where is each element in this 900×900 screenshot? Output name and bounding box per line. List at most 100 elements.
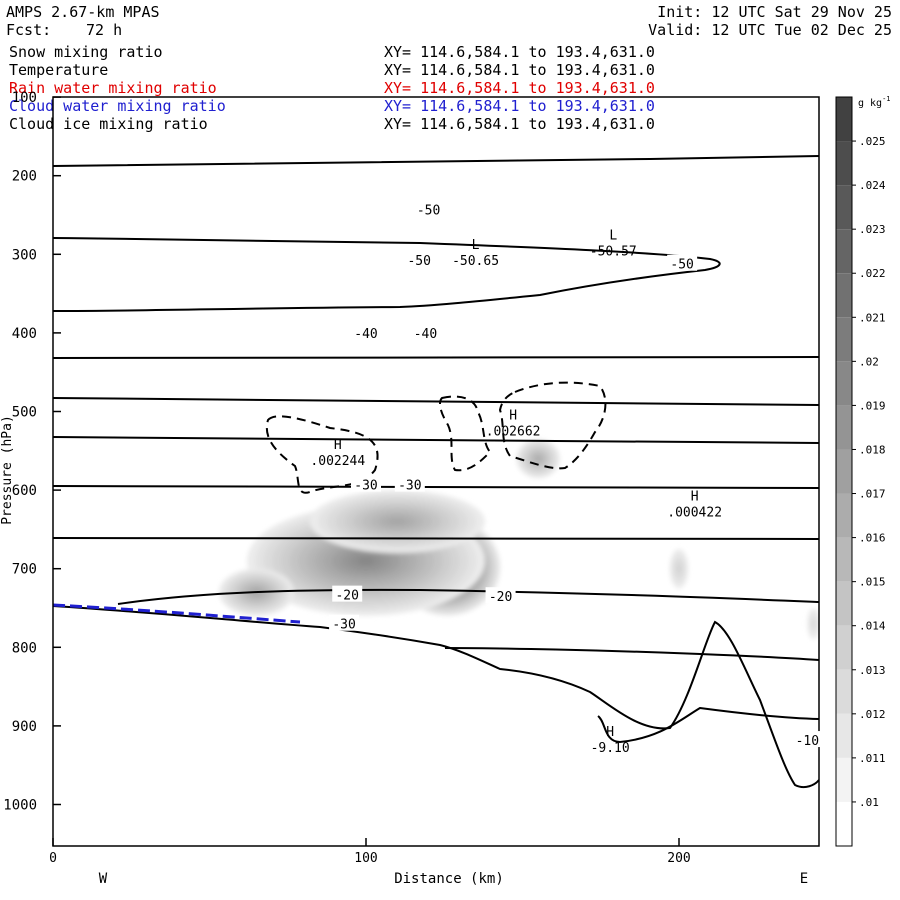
colorbar-bin-10 bbox=[836, 537, 852, 582]
colorbar-unit-exponent: -1 bbox=[882, 95, 890, 103]
colorbar-label-2: .012 bbox=[859, 708, 886, 721]
init-time: Init: 12 UTC Sat 29 Nov 25 bbox=[657, 3, 892, 21]
west-label: W bbox=[99, 871, 108, 887]
colorbar-bin-0 bbox=[836, 97, 852, 142]
isotherm-660 bbox=[53, 537, 819, 540]
colorbar-bin-13 bbox=[836, 669, 852, 714]
extremum-value-1: -50.57 bbox=[590, 244, 637, 259]
extremum-value-3: .002662 bbox=[486, 424, 541, 439]
temp-label-bg-8 bbox=[485, 587, 516, 604]
colorbar-bin-16 bbox=[836, 801, 852, 846]
snow-blob-4-level-8 bbox=[535, 456, 541, 461]
pressure-axis: 100 200 300 400 500 600 700 800 900 1000 bbox=[3, 90, 61, 814]
y-tick-label-100: 100 bbox=[12, 90, 37, 106]
extremum-value-2: .002244 bbox=[310, 454, 365, 469]
temp-label-8: -20 bbox=[489, 590, 512, 605]
legend-name-cloud-water: Cloud water mixing ratio bbox=[9, 97, 226, 115]
temp-label-bg-10 bbox=[792, 731, 823, 748]
isotherm-minus10 bbox=[597, 706, 819, 744]
colorbar-bin-4 bbox=[836, 273, 852, 318]
isotherm-800 bbox=[444, 647, 819, 661]
legend-name-cloud-ice: Cloud ice mixing ratio bbox=[9, 115, 208, 133]
temp-label-bg-1 bbox=[667, 254, 698, 271]
extremum-type-2: H bbox=[334, 438, 342, 453]
temp-label-bg-5 bbox=[351, 475, 381, 492]
y-tick-label-900: 900 bbox=[12, 719, 37, 735]
x-tick-label-200: 200 bbox=[667, 851, 690, 866]
colorbar: .01 .011 .012 .013 .014 .015 .016 .017 .018 .019.… bbox=[835, 96, 886, 847]
colorbar-bin-9 bbox=[836, 493, 852, 538]
colorbar-bin-6 bbox=[836, 361, 852, 406]
colorbar-label-13: .023 bbox=[859, 223, 886, 236]
y-tick-label-400: 400 bbox=[12, 326, 37, 342]
forecast-label: Fcst: bbox=[6, 21, 52, 39]
temperature-labels: -50 -50 -50 -40 -40 -30 -30 -20 -20 -30 -10 bbox=[329, 200, 823, 749]
colorbar-label-8: .018 bbox=[859, 443, 886, 456]
extremum-value-4: .000422 bbox=[667, 505, 722, 520]
colorbar-bin-15 bbox=[836, 757, 852, 802]
colorbar-label-4: .014 bbox=[859, 620, 886, 633]
colorbar-label-7: .017 bbox=[859, 488, 886, 501]
colorbar-bin-11 bbox=[836, 581, 852, 626]
isotherm-430 bbox=[53, 356, 819, 359]
snow-blob-1-level-13 bbox=[357, 556, 375, 565]
ice-contour-right bbox=[498, 381, 607, 470]
isotherm-minus40 bbox=[53, 397, 819, 406]
temp-label-3: -40 bbox=[354, 327, 377, 342]
temp-label-9: -30 bbox=[332, 618, 355, 633]
colorbar-label-15: .025 bbox=[859, 135, 886, 148]
colorbar-bin-7 bbox=[836, 405, 852, 450]
temp-label-6: -30 bbox=[398, 479, 421, 494]
legend-name-rain: Rain water mixing ratio bbox=[9, 79, 217, 97]
model-title: AMPS 2.67-km MPAS bbox=[6, 3, 160, 21]
x-tick-label-0: 0 bbox=[49, 851, 57, 866]
temp-label-10: -10 bbox=[796, 734, 819, 749]
temp-label-bg-0 bbox=[413, 200, 444, 217]
snow-shading bbox=[218, 439, 819, 640]
colorbar-bin-2 bbox=[836, 185, 852, 230]
legend-xy-snow: XY= 114.6,584.1 to 193.4,631.0 bbox=[384, 43, 655, 61]
distance-axis: 0 100 200 bbox=[49, 838, 691, 866]
colorbar-label-12: .022 bbox=[859, 267, 886, 280]
temp-label-bg-6 bbox=[394, 475, 425, 492]
extremum-type-1: L bbox=[609, 228, 617, 243]
x-axis-title: Distance (km) bbox=[394, 871, 504, 887]
colorbar-bin-3 bbox=[836, 229, 852, 274]
colorbar-label-3: .013 bbox=[859, 664, 886, 677]
isotherm-530 bbox=[53, 436, 819, 444]
snow-blob-6-level-2 bbox=[811, 618, 816, 629]
temp-label-bg-2 bbox=[404, 250, 435, 267]
x-tick-label-100: 100 bbox=[354, 851, 377, 866]
colorbar-bin-12 bbox=[836, 625, 852, 670]
y-tick-label-700: 700 bbox=[12, 562, 37, 578]
extremum-type-4: H bbox=[691, 489, 699, 504]
y-axis-title: Pressure (hPa) bbox=[0, 415, 15, 525]
colorbar-bin-1 bbox=[836, 141, 852, 186]
y-tick-label-200: 200 bbox=[12, 169, 37, 185]
extremum-value-0: -50.65 bbox=[452, 254, 499, 269]
y-tick-label-600: 600 bbox=[12, 483, 37, 499]
temp-label-bg-4 bbox=[410, 323, 441, 340]
legend-xy-cloud-water: XY= 114.6,584.1 to 193.4,631.0 bbox=[384, 97, 655, 115]
extrema-labels: L-50.65L-50.57H.002244H.002662H.000422H-… bbox=[310, 228, 722, 756]
temp-label-4: -40 bbox=[414, 327, 437, 342]
legend-name-snow: Snow mixing ratio bbox=[9, 43, 163, 61]
temp-label-bg-7 bbox=[332, 585, 363, 602]
temp-label-bg-3 bbox=[351, 323, 381, 340]
cloud-water-contour bbox=[53, 603, 301, 624]
colorbar-bin-14 bbox=[836, 713, 852, 758]
extremum-value-5: -9.10 bbox=[591, 741, 630, 756]
y-tick-label-800: 800 bbox=[12, 640, 37, 656]
temp-label-2: -50 bbox=[407, 254, 430, 269]
cloud-ice-contours bbox=[265, 381, 607, 494]
temp-label-1: -50 bbox=[670, 258, 693, 273]
legend-xy-temperature: XY= 114.6,584.1 to 193.4,631.0 bbox=[384, 61, 655, 79]
isotherm-minus50-upper bbox=[53, 237, 721, 312]
extremum-type-5: H bbox=[606, 725, 614, 740]
isotherm-minus20 bbox=[117, 588, 819, 605]
colorbar-unit-base: g kg bbox=[858, 98, 882, 109]
forecast-hours: 72 h bbox=[86, 21, 123, 39]
ice-contour-middle bbox=[439, 395, 492, 472]
snow-blob-5-level-3 bbox=[676, 563, 682, 574]
